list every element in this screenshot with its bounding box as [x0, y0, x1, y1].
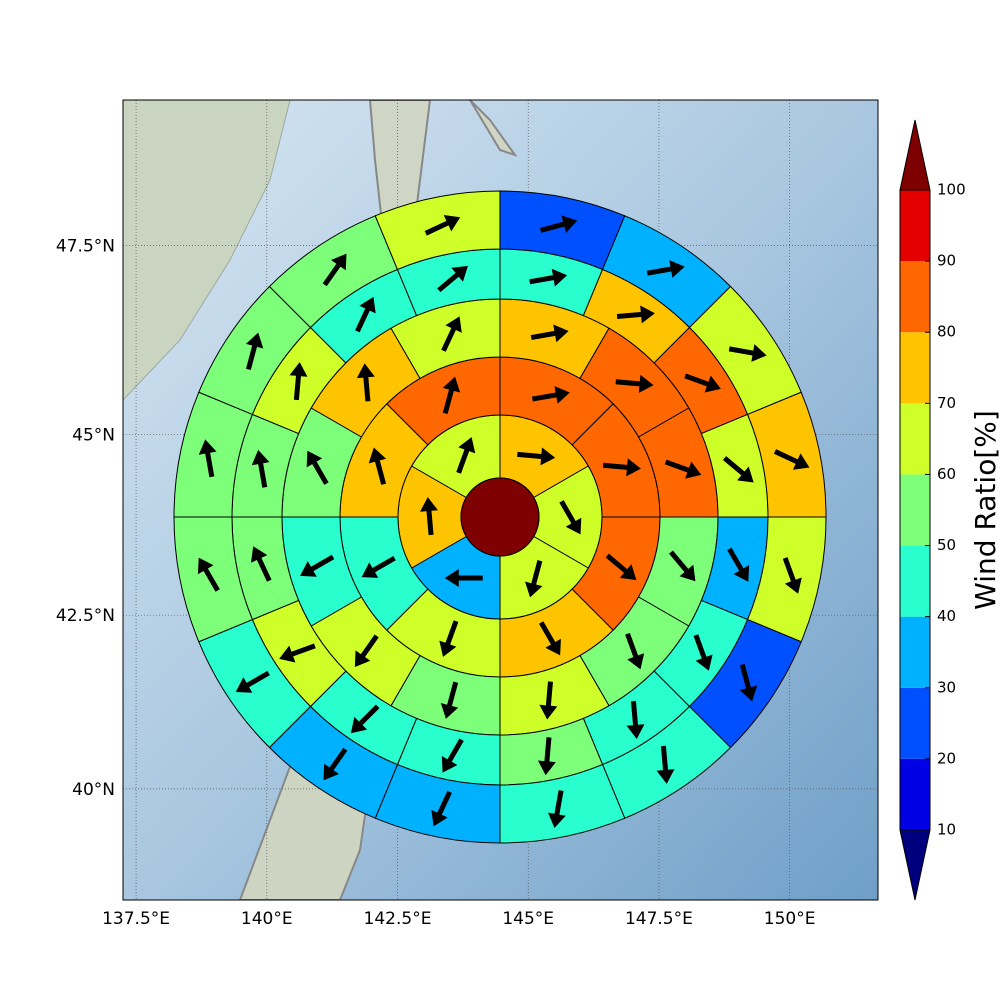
colorbar-tick-label: 30 [937, 678, 956, 696]
x-tick-label: 140°E [241, 909, 293, 929]
colorbar-tick-label: 70 [937, 394, 956, 412]
colorbar-segment [900, 616, 930, 688]
wind-arrow [530, 324, 569, 343]
wind-arrow [605, 553, 637, 580]
colorbar-segment [900, 758, 930, 830]
wind-arrow [361, 555, 396, 578]
wind-arrow [431, 790, 452, 827]
wind-arrow [773, 449, 810, 470]
colorbar-extend-low [899, 829, 931, 901]
wind-arrow [368, 447, 387, 485]
wind-arrow [322, 253, 347, 287]
wind-arrow [728, 344, 767, 362]
x-tick-label: 145°E [502, 909, 554, 929]
y-tick-label: 47.5°N [56, 237, 115, 257]
wind-arrow [537, 737, 556, 776]
y-tick-label: 45°N [72, 425, 115, 445]
wind-arrow [250, 546, 272, 582]
plot-frame [122, 99, 879, 901]
wind-arrow [616, 305, 655, 324]
colorbar-tick-label: 10 [937, 821, 956, 839]
wind-arrow [517, 447, 556, 466]
wind-arrow [424, 215, 461, 236]
wind-arrow [444, 569, 483, 588]
colorbar-frame [899, 189, 931, 831]
wind-arrow [197, 557, 220, 592]
wind-arrow [525, 560, 543, 598]
wind-arrow [782, 557, 802, 594]
x-tick-label: 147.5°E [625, 909, 693, 929]
wind-arrow [439, 620, 459, 657]
wind-arrow [602, 458, 641, 477]
colorbar-tick-label: 50 [937, 536, 956, 554]
wind-arrow [529, 268, 568, 287]
wind-arrow [684, 373, 721, 393]
colorbar-segment [900, 261, 930, 333]
wind-arrow [354, 634, 379, 668]
wind-arrow [355, 296, 376, 333]
wind-arrow [235, 670, 270, 693]
wind-arrow [722, 456, 754, 483]
colorbar-tick-label: 40 [937, 607, 956, 625]
colorbar-tick-label: 80 [937, 323, 956, 341]
wind-arrow [531, 386, 570, 404]
wind-arrow [664, 459, 702, 479]
wind-arrow [441, 316, 462, 352]
colorbar-tick-label: 90 [937, 252, 956, 270]
wind-arrow [437, 265, 468, 293]
colorbar-tick-label: 20 [937, 749, 956, 767]
colorbar-tick-label: 60 [937, 465, 956, 483]
wind-arrow [323, 747, 348, 781]
wind-arrow [625, 632, 645, 670]
wind-arrow [727, 547, 750, 582]
wind-arrow [693, 634, 713, 671]
colorbar-segment [900, 403, 930, 475]
wind-arrow [669, 550, 696, 582]
colorbar-extend-high [899, 119, 931, 191]
wind-arrow [441, 738, 464, 773]
wind-arrow [559, 500, 582, 535]
wind-arrow [306, 450, 329, 485]
wind-arrow [440, 681, 459, 719]
wind-arrow [300, 554, 335, 577]
colorbar-segment [900, 332, 930, 404]
wind-arrow [289, 362, 308, 401]
wind-arrow [548, 790, 566, 828]
wind-arrow [615, 374, 654, 393]
wind-arrow [198, 439, 217, 478]
wind-arrow [456, 437, 476, 474]
wind-arrow [442, 376, 461, 415]
wind-arrow [739, 663, 758, 702]
wind-arrow [538, 621, 561, 656]
wind-arrow [350, 704, 380, 734]
wind-arrow [251, 449, 270, 488]
wind-arrow [646, 260, 685, 278]
colorbar-segment [900, 687, 930, 759]
colorbar-segment [900, 474, 930, 546]
colorbar-segment [900, 545, 930, 617]
colorbar-segment [900, 190, 930, 262]
x-tick-label: 142.5°E [364, 909, 432, 929]
wind-arrow [420, 497, 438, 536]
colorbar-tick-label: 100 [937, 181, 966, 199]
wind-arrow [356, 363, 375, 402]
wind-arrow [539, 681, 558, 720]
wind-arrow [539, 215, 578, 233]
x-tick-label: 150°E [764, 909, 816, 929]
y-tick-label: 42.5°N [56, 606, 115, 626]
wind-arrow [279, 643, 316, 663]
wind-arrow [656, 745, 675, 784]
x-tick-label: 137.5°E [102, 909, 170, 929]
y-tick-label: 40°N [72, 780, 115, 800]
wind-arrow [245, 332, 264, 371]
colorbar-label: Wind Ratio[%] [969, 410, 1000, 610]
wind-arrow [626, 700, 645, 739]
center-disc [460, 477, 540, 557]
